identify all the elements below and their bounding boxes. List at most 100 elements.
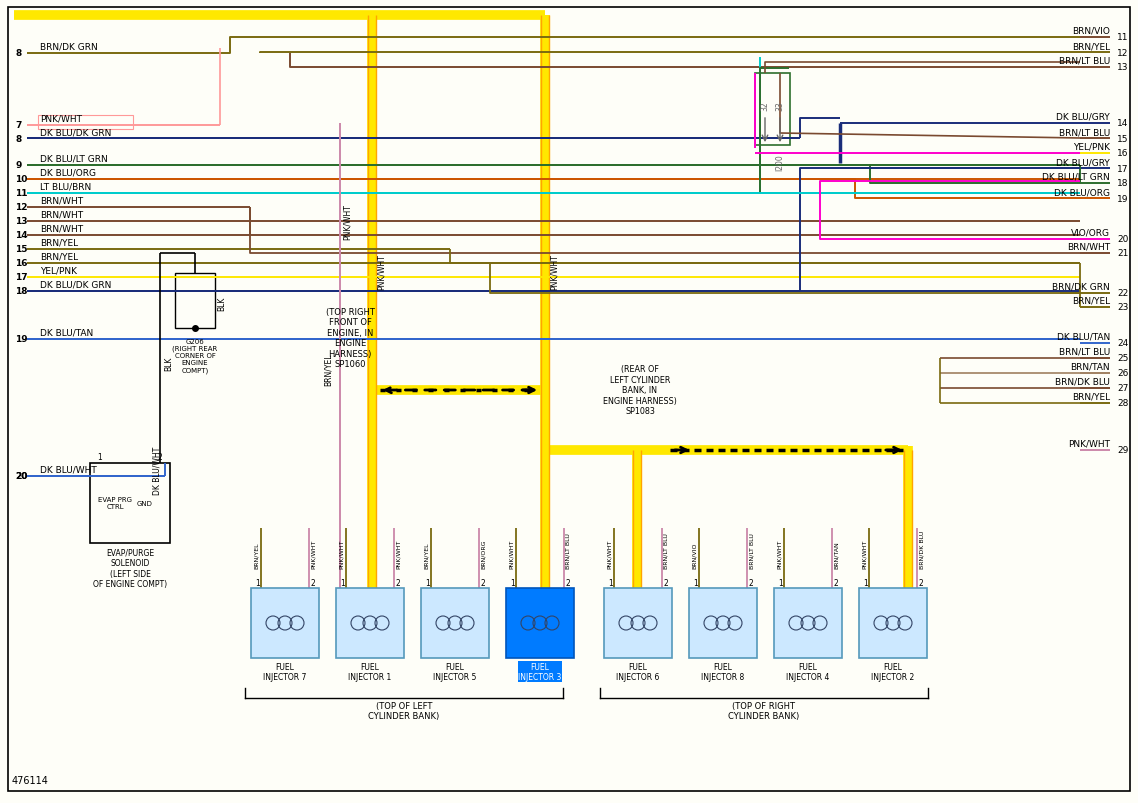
Text: BRN/DK BLU: BRN/DK BLU xyxy=(920,530,924,569)
Text: PNK/WHT: PNK/WHT xyxy=(1067,439,1110,448)
Text: BRN/TAN: BRN/TAN xyxy=(1071,362,1110,372)
Text: BRN/ORG: BRN/ORG xyxy=(481,539,486,569)
Text: BRN/VIO: BRN/VIO xyxy=(692,542,696,569)
Text: BRN/LT BLU: BRN/LT BLU xyxy=(566,532,571,569)
Text: 8: 8 xyxy=(15,134,22,143)
Text: YEL/PNK: YEL/PNK xyxy=(1073,143,1110,152)
Text: BRN/LT BLU: BRN/LT BLU xyxy=(663,532,669,569)
Text: (REAR OF
LEFT CYLINDER
BANK, IN
ENGINE HARNESS)
SP1083: (REAR OF LEFT CYLINDER BANK, IN ENGINE H… xyxy=(603,365,677,415)
Text: 20: 20 xyxy=(15,472,27,481)
Bar xyxy=(175,274,215,328)
Text: 16: 16 xyxy=(15,259,27,268)
Bar xyxy=(754,74,790,146)
Text: 2: 2 xyxy=(663,578,668,587)
Text: DK BLU/LT GRN: DK BLU/LT GRN xyxy=(40,155,108,164)
Text: 23: 23 xyxy=(1118,303,1129,312)
Text: 16: 16 xyxy=(1118,149,1129,158)
Bar xyxy=(506,589,574,658)
Text: BRN/TAN: BRN/TAN xyxy=(834,540,839,569)
Text: PNK/WHT: PNK/WHT xyxy=(339,539,344,569)
Text: BRN/YEL: BRN/YEL xyxy=(1072,42,1110,51)
Text: BLK: BLK xyxy=(217,296,226,311)
Bar xyxy=(251,589,319,658)
Bar xyxy=(859,589,927,658)
Text: 17: 17 xyxy=(1118,165,1129,173)
Text: 12: 12 xyxy=(1118,48,1129,58)
Text: (TOP RIGHT
FRONT OF
ENGINE, IN
ENGINE
HARNESS)
SP1060: (TOP RIGHT FRONT OF ENGINE, IN ENGINE HA… xyxy=(325,308,374,369)
Text: G206
(RIGHT REAR
CORNER OF
ENGINE
COMPT): G206 (RIGHT REAR CORNER OF ENGINE COMPT) xyxy=(172,339,217,373)
Text: PNK/WHT: PNK/WHT xyxy=(550,254,559,290)
Text: BRN/YEL: BRN/YEL xyxy=(1072,296,1110,306)
Text: FUEL
INJECTOR 7: FUEL INJECTOR 7 xyxy=(263,662,306,682)
Text: 11: 11 xyxy=(1118,34,1129,43)
Text: 7: 7 xyxy=(15,121,22,130)
Bar xyxy=(38,116,133,130)
Text: BRN/WHT: BRN/WHT xyxy=(40,197,83,206)
Text: 26: 26 xyxy=(1118,369,1129,378)
Text: 1: 1 xyxy=(608,578,612,587)
Text: PNK/WHT: PNK/WHT xyxy=(311,539,316,569)
Text: FUEL
INJECTOR 2: FUEL INJECTOR 2 xyxy=(872,662,915,682)
Text: 15: 15 xyxy=(15,245,27,255)
Text: BRN/YEL: BRN/YEL xyxy=(40,253,79,262)
Text: 17: 17 xyxy=(15,273,27,282)
Text: LT BLU/BRN: LT BLU/BRN xyxy=(40,183,91,192)
Text: BRN/YEL: BRN/YEL xyxy=(424,542,429,569)
Text: DK BLU/ORG: DK BLU/ORG xyxy=(1054,188,1110,197)
Text: BRN/DK BLU: BRN/DK BLU xyxy=(1055,377,1110,386)
Text: 28: 28 xyxy=(1118,399,1129,408)
Text: PNK/WHT: PNK/WHT xyxy=(509,539,514,569)
Text: 2: 2 xyxy=(833,578,838,587)
Bar xyxy=(774,589,842,658)
Text: PNK/WHT: PNK/WHT xyxy=(343,204,352,239)
Text: 2: 2 xyxy=(566,578,570,587)
Text: BRN/LT BLU: BRN/LT BLU xyxy=(1058,348,1110,357)
Text: 19: 19 xyxy=(1118,194,1129,203)
Text: BRN/VIO: BRN/VIO xyxy=(1072,27,1110,36)
Text: 18: 18 xyxy=(15,287,27,296)
Text: 1: 1 xyxy=(424,578,430,587)
Text: 2: 2 xyxy=(480,578,485,587)
Text: 32: 32 xyxy=(760,101,769,111)
Text: BRN/YEL: BRN/YEL xyxy=(1072,393,1110,402)
Text: 1: 1 xyxy=(510,578,514,587)
Text: 476114: 476114 xyxy=(13,775,49,785)
Text: 27: 27 xyxy=(1118,384,1129,393)
Text: DK BLU/ORG: DK BLU/ORG xyxy=(40,169,96,177)
Text: DK BLU/WHT: DK BLU/WHT xyxy=(40,466,97,475)
Text: FUEL
INJECTOR 5: FUEL INJECTOR 5 xyxy=(434,662,477,682)
Text: BRN/YEL: BRN/YEL xyxy=(324,353,333,386)
Text: PNK/WHT: PNK/WHT xyxy=(396,539,401,569)
Text: FUEL
INJECTOR 3: FUEL INJECTOR 3 xyxy=(518,662,562,682)
Text: FUEL
INJECTOR 4: FUEL INJECTOR 4 xyxy=(786,662,830,682)
Text: 1: 1 xyxy=(693,578,698,587)
Text: DK BLU/TAN: DK BLU/TAN xyxy=(40,328,93,337)
Bar xyxy=(688,589,757,658)
Text: BRN/DK GRN: BRN/DK GRN xyxy=(40,43,98,52)
Text: FUEL
INJECTOR 8: FUEL INJECTOR 8 xyxy=(701,662,744,682)
Text: DK BLU/GRY: DK BLU/GRY xyxy=(1056,113,1110,122)
Text: 14: 14 xyxy=(15,231,27,240)
Text: EVAP PRG
CTRL: EVAP PRG CTRL xyxy=(98,497,132,510)
Text: 13: 13 xyxy=(15,218,27,226)
Text: BLK: BLK xyxy=(164,357,173,371)
Text: BRN/WHT: BRN/WHT xyxy=(1066,243,1110,251)
Text: 9: 9 xyxy=(15,161,22,170)
Text: PNK/WHT: PNK/WHT xyxy=(377,254,386,290)
Text: FUEL
INJECTOR 6: FUEL INJECTOR 6 xyxy=(617,662,660,682)
Text: 14: 14 xyxy=(1118,120,1129,128)
Text: DK BLU/LT GRN: DK BLU/LT GRN xyxy=(1042,173,1110,181)
Text: 2: 2 xyxy=(311,578,315,587)
Text: 25: 25 xyxy=(1118,354,1129,363)
Bar xyxy=(336,589,404,658)
Text: BRN/LT BLU: BRN/LT BLU xyxy=(1058,57,1110,66)
Text: BRN/LT BLU: BRN/LT BLU xyxy=(749,532,754,569)
Text: BRN/LT BLU: BRN/LT BLU xyxy=(1058,128,1110,137)
Text: 2: 2 xyxy=(158,452,163,462)
Text: (TOP OF RIGHT
CYLINDER BANK): (TOP OF RIGHT CYLINDER BANK) xyxy=(728,701,800,720)
Text: 1: 1 xyxy=(340,578,345,587)
Text: GND: GND xyxy=(137,500,152,507)
Text: (TOP OF LEFT
CYLINDER BANK): (TOP OF LEFT CYLINDER BANK) xyxy=(369,701,439,720)
Text: DK BLU/DK GRN: DK BLU/DK GRN xyxy=(40,281,112,290)
Text: 15: 15 xyxy=(1118,134,1129,143)
